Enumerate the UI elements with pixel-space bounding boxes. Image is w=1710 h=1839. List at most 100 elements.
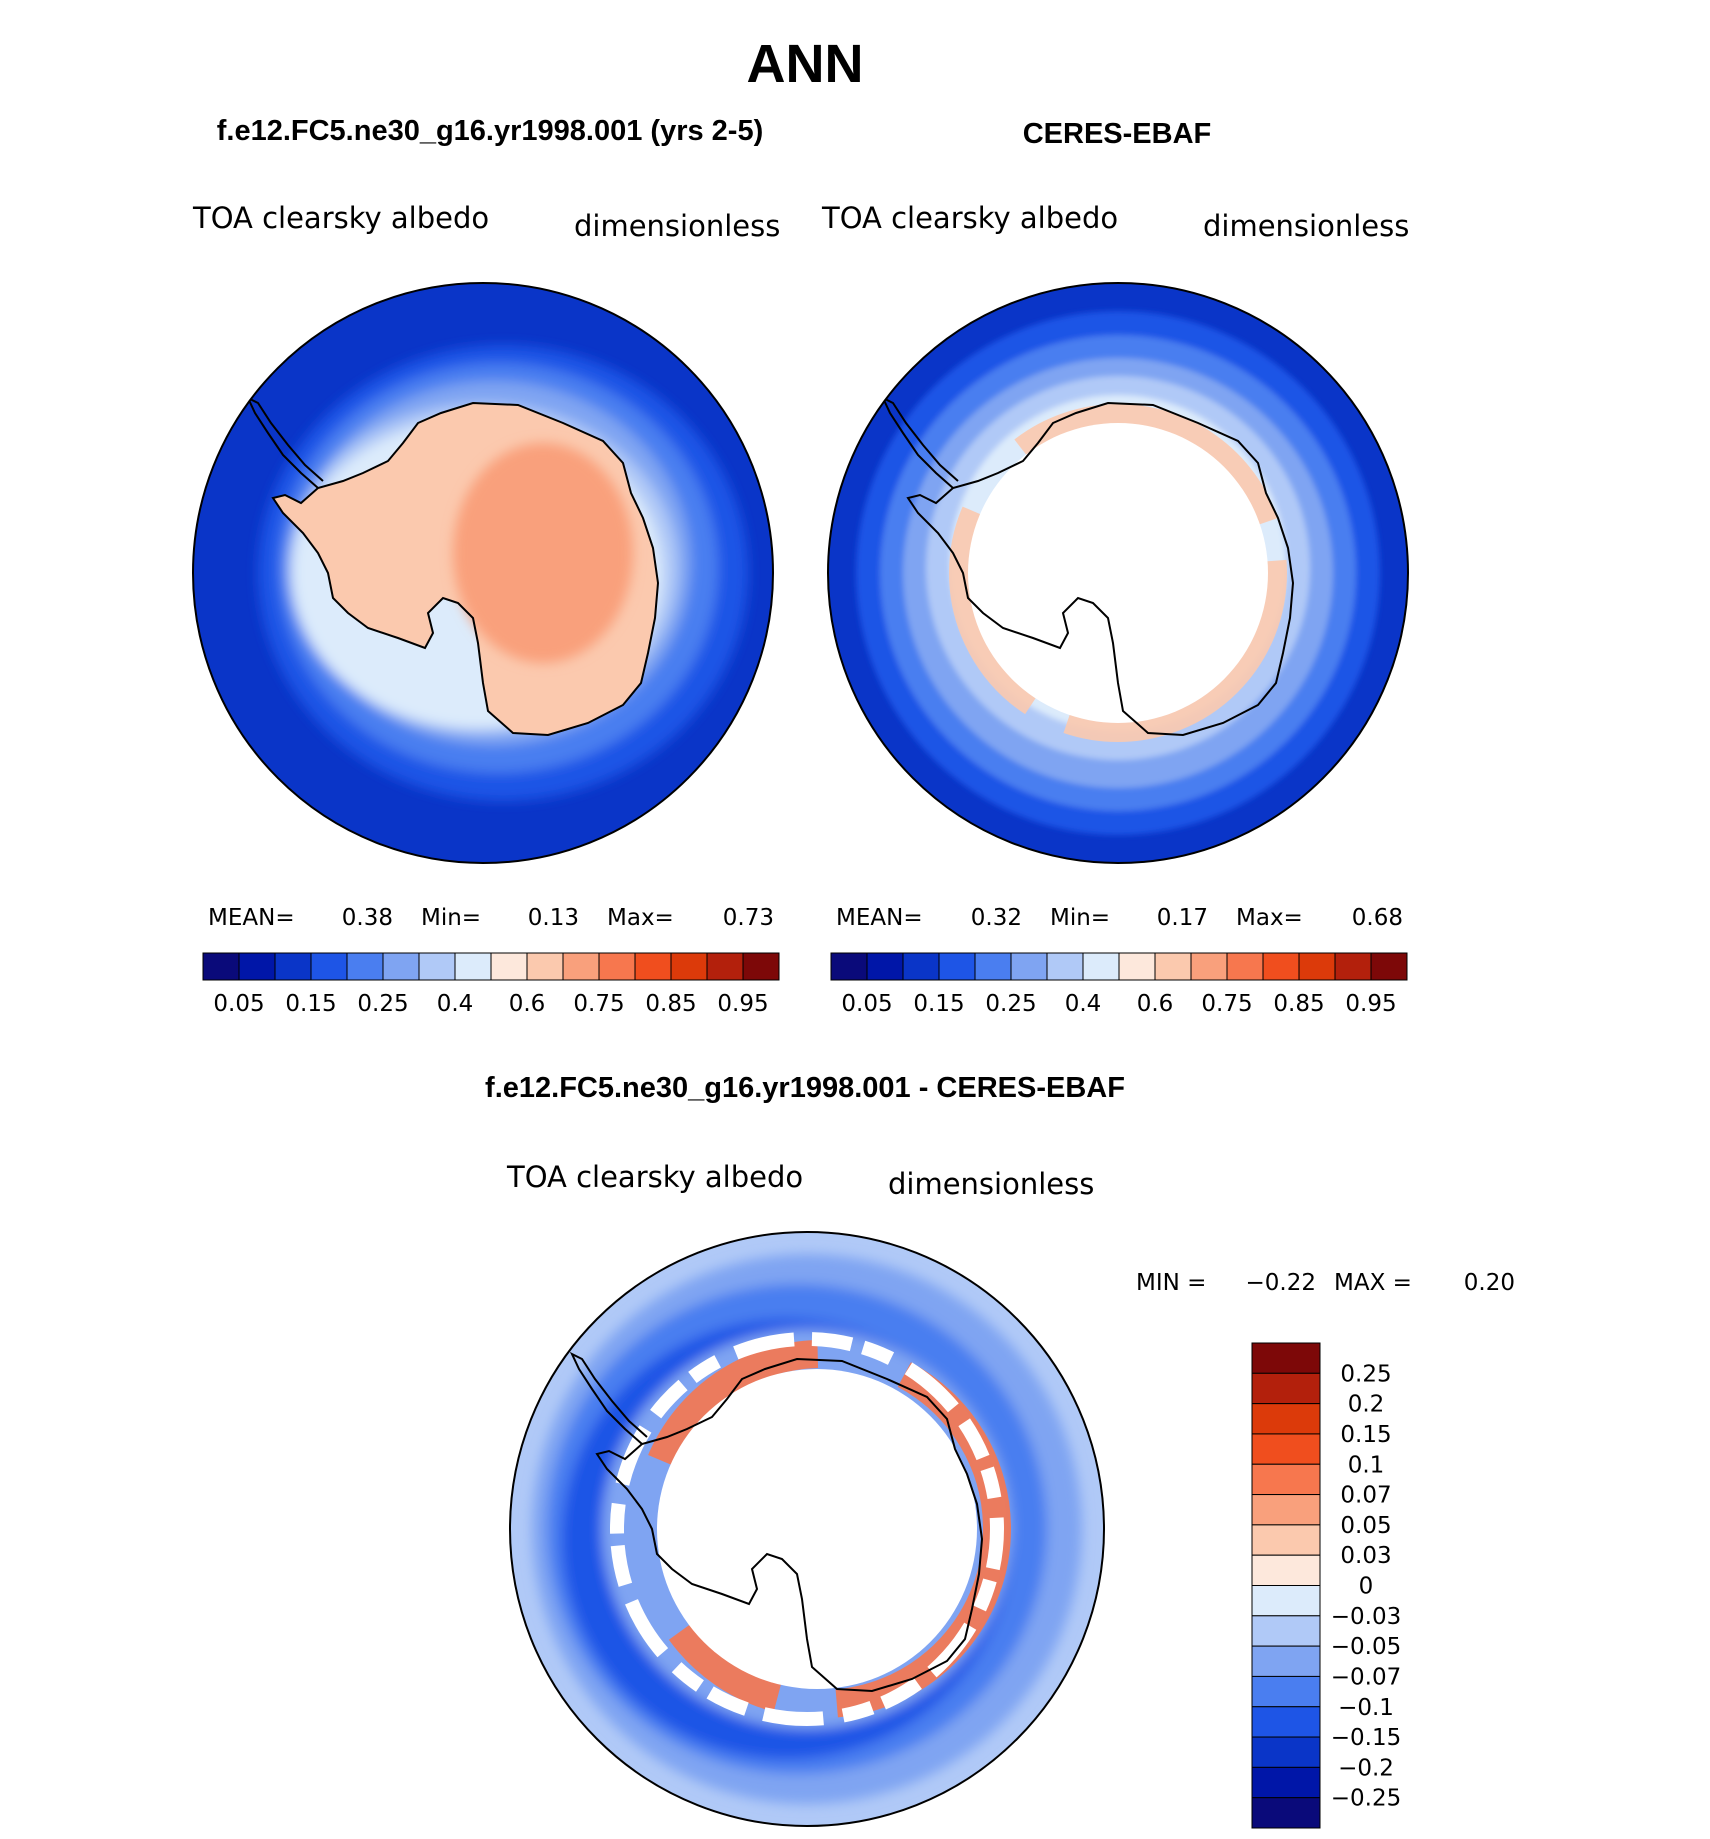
- colorbar-swatch: [866, 952, 904, 981]
- colorbar-swatch: [1226, 952, 1264, 981]
- colorbar-tick-label: 0.75: [1201, 991, 1252, 1017]
- colorbar-tick-label: 0.4: [1065, 991, 1102, 1017]
- colorbar-swatch: [1262, 952, 1300, 981]
- variable-label: TOA clearsky albedo: [821, 201, 1118, 235]
- colorbar-swatch: [202, 952, 240, 981]
- colorbar-swatch: [670, 952, 708, 981]
- colorbar-swatch: [1334, 952, 1372, 981]
- colorbar-swatch: [346, 952, 384, 981]
- colorbar-swatch: [974, 952, 1012, 981]
- min-label: Min=: [1050, 905, 1110, 931]
- colorbar-tick-label: 0.2: [1348, 1392, 1385, 1418]
- colorbar-swatch: [1046, 952, 1084, 981]
- colorbar-swatch: [902, 952, 940, 981]
- colorbar-tick-label: 0.15: [913, 991, 964, 1017]
- colorbar-tick-label: 0.05: [213, 991, 264, 1017]
- colorbar-tick-label: −0.1: [1338, 1695, 1394, 1721]
- colorbar-swatch: [1251, 1675, 1321, 1708]
- max-value: 0.20: [1464, 1270, 1515, 1296]
- colorbar-tick-label: 0.25: [1340, 1361, 1391, 1387]
- colorbar-tick-label: 0.25: [985, 991, 1036, 1017]
- stats-line: MEAN= 0.32 Min= 0.17 Max= 0.68: [836, 905, 1403, 931]
- colorbar-swatch: [310, 952, 348, 981]
- max-value: 0.73: [723, 905, 774, 931]
- polar-map: [827, 282, 1409, 864]
- ice-masked-region: [968, 423, 1268, 723]
- colorbar-swatch: [1251, 1615, 1321, 1647]
- colorbar-tick-label: −0.05: [1331, 1634, 1401, 1660]
- colorbar-swatch: [1251, 1554, 1321, 1586]
- colorbar-tick-label: 0.6: [509, 991, 546, 1017]
- white-dashed-ring: [610, 1332, 1004, 1726]
- units-label: dimensionless: [574, 209, 780, 243]
- colorbar-tick-label: 0.03: [1340, 1543, 1391, 1569]
- panel-model: f.e12.FC5.ne30_g16.yr1998.001 (yrs 2-5) …: [192, 115, 780, 1017]
- colorbar-tick-label: −0.07: [1331, 1664, 1401, 1690]
- colorbar-swatch: [1154, 952, 1192, 981]
- colorbar-tick-label: 0: [1359, 1574, 1374, 1600]
- colorbar-swatch: [1082, 952, 1120, 981]
- colorbar-swatch: [274, 952, 312, 981]
- colorbar-tick-label: 0.95: [1345, 991, 1396, 1017]
- max-label: Max=: [1236, 905, 1303, 931]
- colorbar-swatch: [1251, 1463, 1321, 1496]
- colorbar-swatch: [1251, 1736, 1321, 1768]
- colorbar-tick-label: 0.85: [645, 991, 696, 1017]
- colorbar-tick-label: −0.15: [1331, 1725, 1401, 1751]
- colorbar-tick-label: −0.03: [1331, 1604, 1401, 1630]
- colorbar-swatch: [1251, 1433, 1321, 1465]
- mean-label: MEAN=: [208, 905, 295, 931]
- colorbar-swatch: [1010, 952, 1048, 981]
- map-boundary: [192, 282, 774, 864]
- panel-obs: CERES-EBAF TOA clearsky albedo dimension…: [821, 118, 1409, 1017]
- colorbar-tick-label: 0.15: [285, 991, 336, 1017]
- max-value: 0.68: [1352, 905, 1403, 931]
- units-label: dimensionless: [1203, 209, 1409, 243]
- colorbar-swatch: [1370, 952, 1408, 981]
- colorbar-swatch: [1251, 1403, 1321, 1435]
- colorbar-labels: 0.05 0.15 0.25 0.4 0.6 0.75 0.85 0.95: [841, 991, 1396, 1017]
- colorbar-tick-label: −0.2: [1338, 1755, 1394, 1781]
- panel-difference: f.e12.FC5.ne30_g16.yr1998.001 - CERES-EB…: [485, 1072, 1515, 1829]
- colorbar-tick-label: 0.4: [437, 991, 474, 1017]
- colorbar-swatch: [1251, 1372, 1321, 1405]
- page-title: ANN: [747, 34, 864, 94]
- colorbar-swatch: [526, 952, 564, 981]
- colorbar-swatch: [418, 952, 456, 981]
- colorbar-swatch: [1251, 1585, 1321, 1617]
- colorbar-swatch: [830, 952, 868, 981]
- mean-value: 0.32: [971, 905, 1022, 931]
- colorbar-swatch: [562, 952, 600, 981]
- mean-value: 0.38: [342, 905, 393, 931]
- colorbar-swatch: [382, 952, 420, 981]
- colorbar-tick-label: 0.25: [357, 991, 408, 1017]
- interior-high: [453, 443, 633, 663]
- min-label: MIN =: [1136, 1270, 1206, 1296]
- colorbar-tick-label: 0.75: [573, 991, 624, 1017]
- colorbar: [202, 952, 780, 981]
- colorbar-swatch: [598, 952, 636, 981]
- coast-ring: [949, 404, 1287, 742]
- colorbar-tick-label: 0.07: [1340, 1483, 1391, 1509]
- colorbar-tick-label: 0.05: [841, 991, 892, 1017]
- colorbar-swatch: [1298, 952, 1336, 981]
- min-value: 0.13: [528, 905, 579, 931]
- colorbar-tick-label: −0.25: [1331, 1786, 1401, 1812]
- polar-map: [192, 282, 774, 864]
- ice-masked-region: [657, 1369, 977, 1689]
- colorbar-tick-label: 0.95: [717, 991, 768, 1017]
- map-boundary: [509, 1231, 1105, 1827]
- colorbar-swatch: [1118, 952, 1156, 981]
- colorbar-swatch: [1251, 1766, 1321, 1799]
- polar-map: [509, 1231, 1105, 1827]
- colorbar-swatch: [1251, 1494, 1321, 1526]
- colorbar-swatch: [454, 952, 492, 981]
- colorbar-tick-label: 0.1: [1348, 1452, 1385, 1478]
- colorbar: 0.25 0.2 0.15 0.1 0.07 0.05 0.03 0 −0.03 −0.05 −0.…: [1251, 1342, 1401, 1829]
- colorbar-swatch: [1251, 1645, 1321, 1677]
- map-boundary: [827, 282, 1409, 864]
- colorbar-swatch: [742, 952, 780, 981]
- colorbar-swatch: [634, 952, 672, 981]
- colorbar-swatch: [706, 952, 744, 981]
